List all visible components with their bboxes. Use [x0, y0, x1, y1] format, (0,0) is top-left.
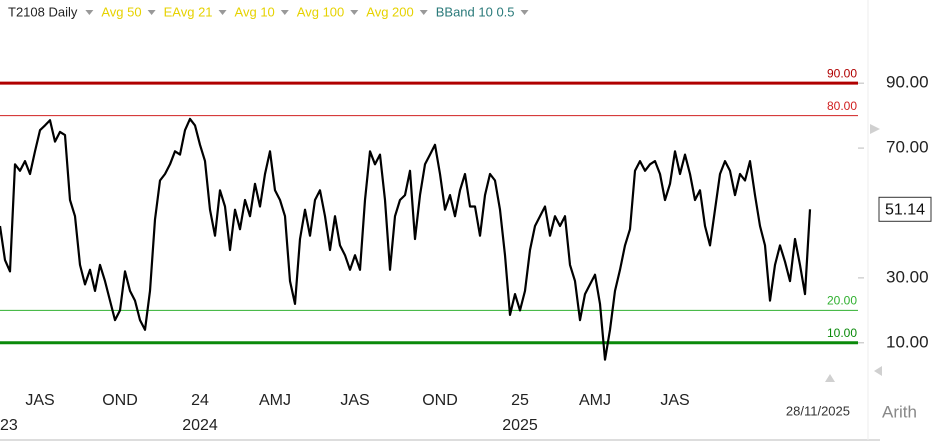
- marker: [874, 366, 882, 376]
- current-value-box: [878, 196, 932, 222]
- dropdown-arrow[interactable]: [280, 10, 289, 15]
- dropdown-arrow[interactable]: [85, 10, 94, 15]
- scale-mode[interactable]: Arith: [882, 402, 917, 421]
- x-tick-label: OND: [422, 392, 458, 409]
- dropdown-arrow[interactable]: [419, 10, 428, 15]
- dropdown-arrow[interactable]: [350, 10, 359, 15]
- x-tick-label: 25: [511, 392, 529, 409]
- y-tick-label: 90.00: [886, 73, 929, 92]
- last-date: 28/11/2025: [786, 403, 850, 418]
- marker: [870, 124, 880, 134]
- marker: [825, 374, 835, 382]
- x-tick-label: JAS: [660, 392, 689, 409]
- current-value: 51.14: [885, 202, 925, 219]
- x-year-label: 2025: [502, 417, 538, 434]
- indicator-label[interactable]: Avg 10: [235, 4, 275, 19]
- x-tick-label: OND: [102, 392, 138, 409]
- indicator-label[interactable]: Avg 100: [297, 4, 344, 19]
- series-line: [0, 117, 812, 361]
- y-tick-label: 30.00: [886, 267, 929, 286]
- chart-title: T2108 Daily: [8, 4, 78, 19]
- x-year-label: 2024: [182, 417, 218, 434]
- reference-label: 10.00: [827, 326, 857, 340]
- x-year-label: 23: [0, 417, 18, 434]
- y-tick-label: 10.00: [886, 332, 929, 351]
- indicator-label[interactable]: BBand 10 0.5: [436, 4, 515, 19]
- dropdown-arrow[interactable]: [218, 10, 227, 15]
- dropdown-arrow[interactable]: [520, 10, 529, 15]
- indicator-label[interactable]: Avg 200: [366, 4, 413, 19]
- x-tick-label: 24: [191, 392, 209, 409]
- reference-label: 90.00: [827, 66, 857, 80]
- indicator-label[interactable]: EAvg 21: [164, 4, 213, 19]
- reference-label: 80.00: [827, 99, 857, 113]
- y-tick-label: 70.00: [886, 138, 929, 157]
- reference-label: 20.00: [827, 294, 857, 308]
- dropdown-arrow[interactable]: [147, 10, 156, 15]
- x-tick-label: AMJ: [259, 392, 291, 409]
- x-tick-label: JAS: [25, 392, 54, 409]
- x-tick-label: AMJ: [579, 392, 611, 409]
- indicator-label[interactable]: Avg 50: [101, 4, 141, 19]
- x-tick-label: JAS: [340, 392, 369, 409]
